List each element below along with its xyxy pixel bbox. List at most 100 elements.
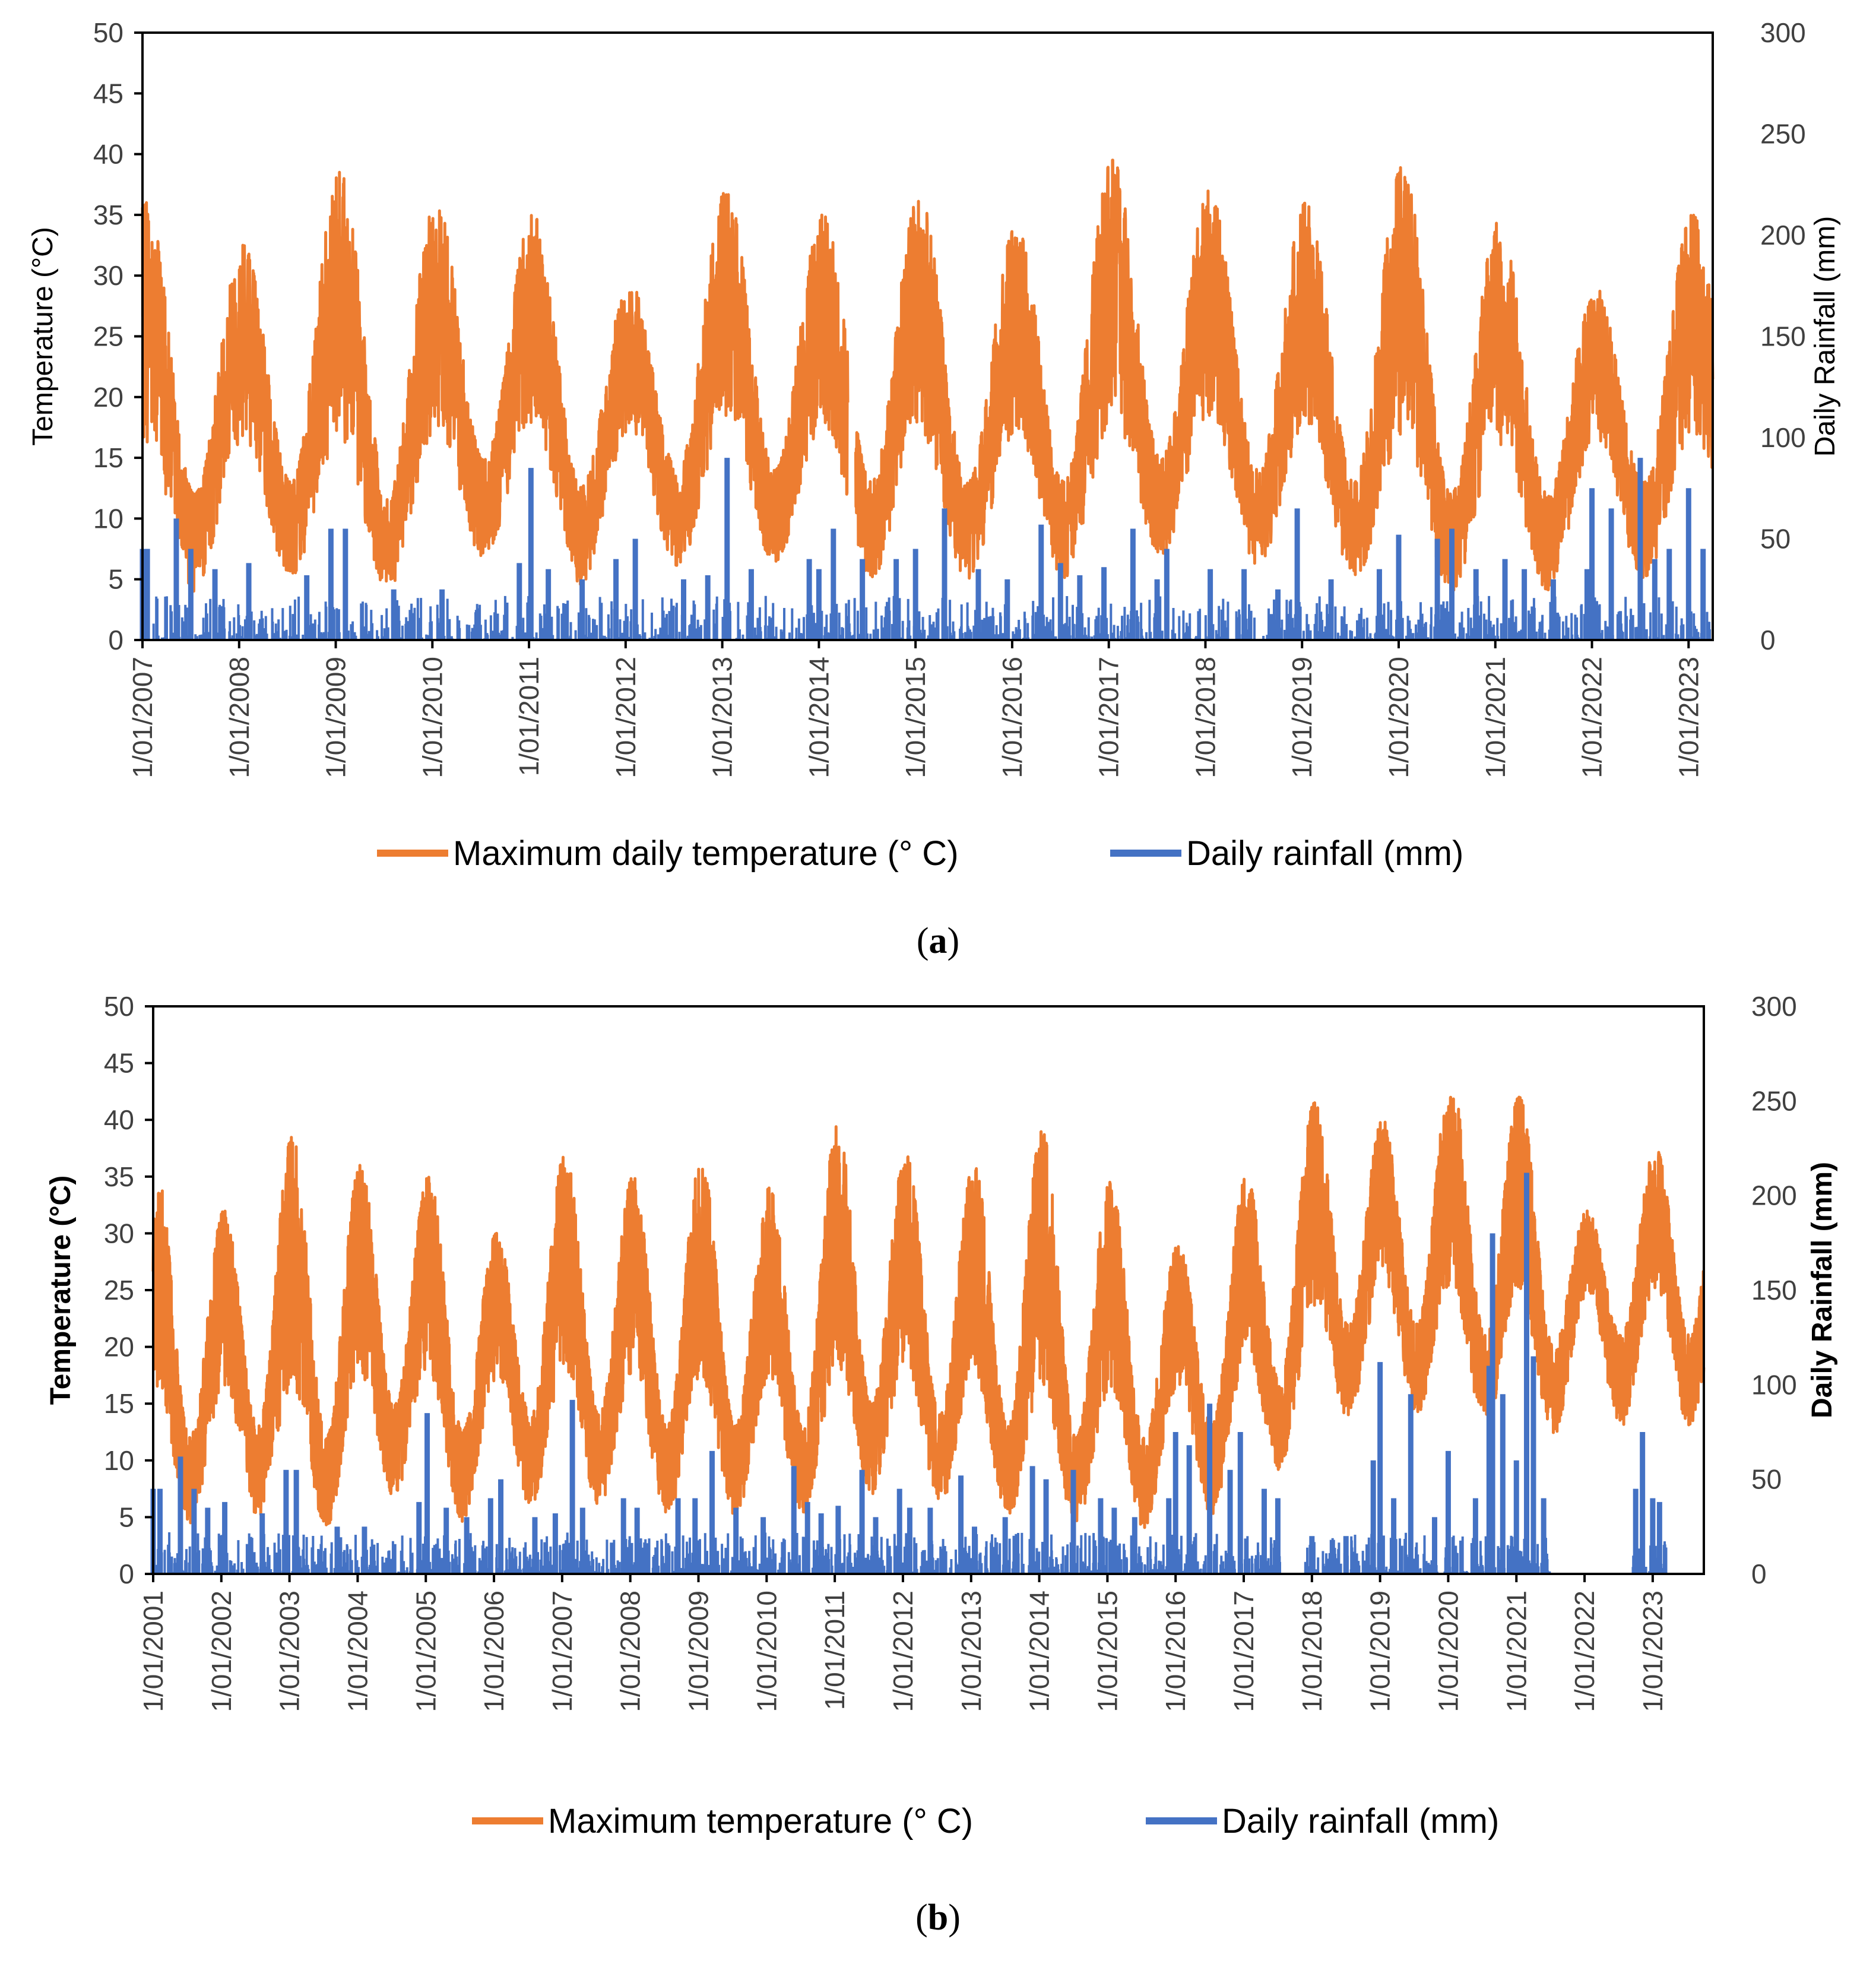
x-tick-label: 1/01/2003: [274, 1591, 305, 1712]
x-tick-label: 1/01/2005: [410, 1591, 441, 1712]
legend-rainfall-label: Daily rainfall (mm): [1186, 834, 1463, 873]
panel-caption: (b): [915, 1897, 961, 1938]
x-tick-label: 1/01/2017: [1228, 1591, 1259, 1712]
y-left-tick-label: 50: [104, 991, 134, 1022]
caption-open: (: [915, 1897, 928, 1938]
y-right-tick-label: 300: [1751, 991, 1797, 1022]
x-tick-label: 1/01/2020: [1383, 657, 1414, 778]
caption-close: ): [947, 921, 960, 961]
x-tick-label: 1/01/2023: [1673, 657, 1704, 778]
x-tick-label: 1/01/2007: [547, 1591, 578, 1712]
temperature-series-line: [141, 159, 1715, 593]
y-right-tick-label: 0: [1760, 625, 1776, 655]
y-right-tick-label: 100: [1760, 422, 1806, 453]
y-left-tick-label: 10: [93, 503, 123, 534]
x-tick-label: 1/01/2011: [514, 657, 544, 776]
y-right-tick-label: 150: [1760, 321, 1806, 352]
y-left-tick-label: 10: [104, 1445, 134, 1476]
x-tick-label: 1/01/2002: [206, 1591, 237, 1712]
y-left-tick-label: 35: [93, 199, 123, 230]
y-right-axis-title: Daily Rainfall (mm): [1807, 1162, 1838, 1418]
y-left-tick-label: 25: [93, 321, 123, 352]
x-tick-label: 1/01/2019: [1365, 1591, 1396, 1712]
y-right-tick-label: 250: [1760, 119, 1806, 150]
x-tick-label: 1/01/2017: [1094, 657, 1124, 778]
x-tick-label: 1/01/2021: [1501, 1591, 1532, 1712]
panel-caption: (a): [917, 921, 959, 961]
x-tick-label: 1/01/2018: [1297, 1591, 1327, 1712]
x-tick-label: 1/01/2016: [1160, 1591, 1191, 1712]
x-tick-label: 1/01/2015: [1092, 1591, 1123, 1712]
chart-a-svg: 0 5 10 15 20 25 30 35 40 45 50 0 50 100 150 200 250 300 1/…: [27, 17, 1841, 961]
x-tick-label: 1/01/2011: [819, 1591, 850, 1710]
x-tick-label: 1/01/2009: [321, 657, 351, 778]
y-left-tick-label: 35: [104, 1161, 134, 1192]
caption-close: ): [948, 1897, 961, 1938]
legend: Maximum daily temperature (° C) Daily rai…: [377, 834, 1463, 873]
x-tick-label: 1/01/2022: [1577, 657, 1608, 778]
chart-panel-a: 0 5 10 15 20 25 30 35 40 45 50 0 50 100 150 200 250 300 1/…: [0, 0, 1876, 974]
y-right-tick-label: 200: [1751, 1180, 1797, 1211]
y-left-tick-label: 0: [108, 625, 123, 655]
temperature-series-line: [151, 1095, 1706, 1529]
legend-temperature-label: Maximum daily temperature (° C): [453, 834, 959, 873]
x-tick-label: 1/01/2010: [417, 657, 448, 778]
x-tick-label: 1/01/2012: [888, 1591, 918, 1712]
chart-panel-b: 0 5 10 15 20 25 30 35 40 45 50 0 50 100 150 200 250 300 1/…: [0, 974, 1876, 1980]
y-right-tick-label: 200: [1760, 220, 1806, 251]
x-tick-label: 1/01/2013: [707, 657, 738, 778]
x-tick-label: 1/01/2015: [900, 657, 931, 778]
x-tick-label: 1/01/2016: [997, 657, 1028, 778]
y-right-tick-label: 0: [1751, 1558, 1767, 1589]
x-tick-label: 1/01/2012: [610, 657, 641, 778]
x-tick-label: 1/01/2007: [127, 657, 158, 778]
y-left-tick-label: 25: [104, 1275, 134, 1306]
x-tick-label: 1/01/2018: [1190, 657, 1221, 778]
caption-letter: a: [929, 921, 947, 961]
x-tick-label: 1/01/2013: [956, 1591, 987, 1712]
y-left-tick-label: 5: [108, 564, 123, 595]
x-tick-label: 1/01/2022: [1569, 1591, 1600, 1712]
x-tick-label: 1/01/2001: [138, 1591, 169, 1712]
y-left-tick-label: 20: [104, 1332, 134, 1363]
y-left-tick-label: 15: [93, 442, 123, 473]
y-left-tick-label: 50: [93, 17, 123, 48]
x-tick-label: 1/01/2008: [615, 1591, 646, 1712]
y-left-axis-title: Temperature (°C): [45, 1176, 77, 1405]
legend-temperature-label: Maximum temperature (° C): [548, 1802, 973, 1840]
caption-open: (: [917, 921, 929, 961]
x-tick-label: 1/01/2020: [1433, 1591, 1463, 1712]
y-right-tick-label: 300: [1760, 17, 1806, 48]
y-right-tick-label: 250: [1751, 1085, 1797, 1116]
x-tick-label: 1/01/2006: [478, 1591, 509, 1712]
y-left-axis-title: Temperature (°C): [27, 227, 59, 446]
x-tick-label: 1/01/2023: [1637, 1591, 1668, 1712]
x-tick-label: 1/01/2009: [683, 1591, 714, 1712]
y-left-tick-label: 15: [104, 1388, 134, 1419]
y-left-tick-label: 40: [104, 1104, 134, 1135]
x-tick-label: 1/01/2004: [342, 1591, 373, 1712]
y-right-tick-label: 50: [1760, 524, 1791, 555]
y-left-tick-label: 20: [93, 382, 123, 413]
legend: Maximum temperature (° C) Daily rainfall …: [472, 1802, 1499, 1840]
y-left-tick-label: 30: [104, 1218, 134, 1249]
y-right-axis-title: Daily Rainfall (mm): [1810, 216, 1841, 457]
y-right-tick-label: 100: [1751, 1369, 1797, 1400]
x-tick-label: 1/01/2014: [803, 657, 834, 778]
x-tick-label: 1/01/2010: [751, 1591, 782, 1712]
x-tick-label: 1/01/2014: [1024, 1591, 1055, 1712]
y-left-tick-label: 0: [119, 1558, 134, 1589]
y-right-tick-label: 50: [1751, 1464, 1782, 1495]
x-tick-label: 1/01/2008: [224, 657, 255, 778]
chart-b-svg: 0 5 10 15 20 25 30 35 40 45 50 0 50 100 150 200 250 300 1/…: [45, 991, 1838, 1938]
y-left-tick-label: 40: [93, 139, 123, 170]
y-right-tick-label: 150: [1751, 1275, 1797, 1306]
y-left-tick-label: 45: [104, 1048, 134, 1079]
y-left-tick-label: 45: [93, 78, 123, 109]
y-left-tick-label: 30: [93, 260, 123, 291]
y-left-tick-label: 5: [119, 1501, 134, 1532]
legend-rainfall-label: Daily rainfall (mm): [1222, 1802, 1499, 1840]
x-tick-label: 1/01/2021: [1480, 657, 1511, 778]
x-tick-label: 1/01/2019: [1286, 657, 1317, 778]
caption-letter: b: [928, 1897, 948, 1938]
